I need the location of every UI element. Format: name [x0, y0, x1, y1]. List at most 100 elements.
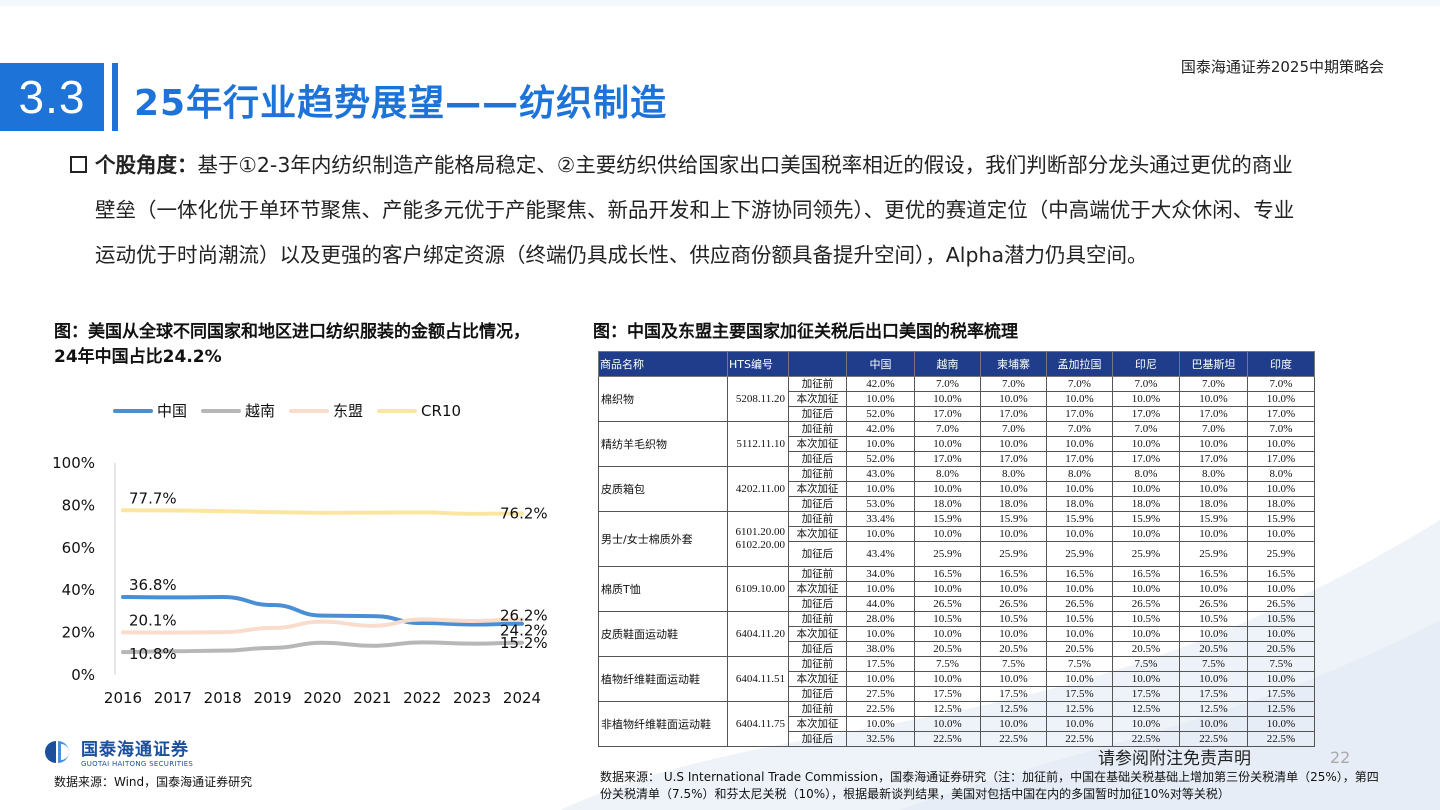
rate-cell: 17.0% — [980, 406, 1047, 422]
rate-cell: 10.0% — [914, 626, 981, 642]
rate-cell: 10.5% — [1247, 611, 1315, 627]
rate-cell: 10.0% — [1046, 716, 1113, 732]
rate-cell: 10.0% — [1179, 481, 1248, 497]
rate-cell: 10.0% — [1247, 391, 1315, 407]
y-tick-label: 40% — [62, 581, 95, 599]
rate-cell: 26.5% — [1046, 596, 1113, 612]
table-header-cell: 柬埔寨 — [980, 351, 1047, 377]
table-row: 本次加征 10.0% 10.0% 10.0% 10.0% 10.0% 10.0% 10.0% — [599, 481, 1315, 497]
stage-cell: 加征后 — [788, 731, 847, 747]
rate-cell: 28.0% — [846, 611, 915, 627]
table-row: 棉织物 5208.11.20 加征前 42.0% 7.0% 7.0% 7.0% 7.0% 7.0… — [598, 376, 1315, 422]
rate-cell: 10.0% — [980, 626, 1047, 642]
rate-cell: 17.0% — [1112, 451, 1180, 467]
rate-cell: 10.0% — [846, 671, 915, 687]
rate-cell: 52.0% — [846, 406, 915, 422]
rate-cell: 7.0% — [1179, 376, 1248, 392]
table-row: 皮质箱包 4202.11.00 加征前 43.0% 8.0% 8.0% 8.0% 8.0% 8.… — [598, 466, 1315, 512]
rate-cell: 26.5% — [1112, 596, 1180, 612]
rate-cell: 20.5% — [1247, 641, 1315, 657]
rate-cell: 10.0% — [1247, 626, 1315, 642]
rate-cell: 16.5% — [1112, 566, 1180, 582]
rate-cell: 7.0% — [1247, 421, 1315, 437]
rate-cell: 10.0% — [1112, 626, 1180, 642]
rate-cell: 10.0% — [1112, 481, 1180, 497]
rate-cell: 12.5% — [914, 701, 981, 717]
rate-cell: 12.5% — [1112, 701, 1180, 717]
company-logo: 国泰海通证券 GUOTAI HAITONG SECURITIES — [43, 735, 193, 768]
top-band — [0, 0, 1440, 6]
rate-cell: 25.9% — [914, 541, 981, 567]
rate-cell: 8.0% — [1247, 466, 1315, 482]
legend-label: 中国 — [157, 402, 188, 420]
legend-item-2: 东盟 — [289, 400, 363, 421]
x-tick-label: 2021 — [353, 689, 391, 707]
hts-code: 5208.11.20 — [735, 392, 785, 405]
table-row: 本次加征 10.0% 10.0% 10.0% 10.0% 10.0% 10.0% 10.0% — [599, 671, 1315, 687]
rate-cell: 10.0% — [914, 436, 981, 452]
rate-cell: 7.0% — [914, 421, 981, 437]
stage-cell: 加征前 — [788, 701, 847, 717]
product-name-cell: 棉织物 — [598, 376, 728, 422]
data-label: 24.2% — [500, 622, 548, 640]
rate-cell: 42.0% — [846, 421, 915, 437]
table-header-cell: 中国 — [846, 351, 915, 377]
rate-cell: 27.5% — [846, 686, 915, 702]
rate-cell: 7.0% — [914, 376, 981, 392]
rate-cell: 10.0% — [846, 391, 915, 407]
rate-cell: 17.0% — [914, 406, 981, 422]
product-name-cell: 植物纤维鞋面运动鞋 — [598, 656, 728, 702]
table-row: 棉质T恤 6109.10.00 加征前 34.0% 16.5% 16.5% 16.5% 16.… — [598, 566, 1315, 612]
rate-cell: 15.9% — [1179, 511, 1248, 527]
legend-swatch — [377, 408, 418, 413]
hts-code: 6101.20.00 — [735, 526, 786, 538]
rate-cell: 17.5% — [846, 656, 915, 672]
rate-cell: 10.0% — [1247, 581, 1315, 597]
rate-cell: 10.0% — [1179, 581, 1248, 597]
stage-cell: 加征前 — [788, 511, 847, 527]
product-name-cell: 精纺羊毛织物 — [598, 421, 728, 467]
stage-cell: 加征后 — [788, 596, 847, 612]
rate-cell: 25.9% — [1179, 541, 1248, 567]
table-row: 植物纤维鞋面运动鞋 6404.11.51 加征前 17.5% 7.5% 7.5% 7.5% 7… — [598, 656, 1315, 702]
y-tick-label: 60% — [62, 539, 95, 557]
rate-cell: 7.5% — [1046, 656, 1113, 672]
stage-cell: 加征后 — [788, 641, 847, 657]
rate-cell: 7.5% — [980, 656, 1047, 672]
rate-cell: 17.0% — [1247, 451, 1315, 467]
y-tick-label: 0% — [71, 666, 95, 684]
rate-cell: 7.5% — [1247, 656, 1315, 672]
rate-cell: 16.5% — [980, 566, 1047, 582]
rate-cell: 18.0% — [1112, 496, 1180, 512]
table-row: 非植物纤维鞋面运动鞋 6404.11.75 加征前 22.5% 12.5% 12.5% 12… — [598, 701, 1315, 747]
stage-cell: 加征后 — [788, 541, 847, 567]
rate-cell: 17.5% — [980, 686, 1047, 702]
rate-cell: 10.0% — [914, 581, 981, 597]
series-line-3 — [121, 508, 524, 516]
rate-cell: 10.0% — [846, 716, 915, 732]
rate-cell: 34.0% — [846, 566, 915, 582]
rate-cell: 10.0% — [1247, 436, 1315, 452]
rate-cell: 10.5% — [980, 611, 1047, 627]
series-line-0 — [121, 594, 524, 627]
table-header-cell — [788, 351, 847, 377]
rate-cell: 26.5% — [914, 596, 981, 612]
stage-cell: 加征前 — [788, 421, 847, 437]
table-row: 本次加征 10.0% 10.0% 10.0% 10.0% 10.0% 10.0% 10.0% — [599, 581, 1315, 597]
rate-cell: 10.0% — [914, 671, 981, 687]
rate-cell: 10.0% — [914, 481, 981, 497]
disclaimer-link[interactable]: 请参阅附注免责声明 — [1098, 749, 1251, 769]
legend-swatch — [113, 408, 153, 413]
rate-cell: 7.5% — [1179, 656, 1248, 672]
rate-cell: 10.0% — [980, 481, 1047, 497]
rate-cell: 53.0% — [846, 496, 915, 512]
table-header-cell: 巴基斯坦 — [1179, 351, 1248, 377]
rate-cell: 52.0% — [846, 451, 915, 467]
data-label: 76.2% — [500, 504, 548, 522]
rate-cell: 22.5% — [914, 731, 981, 747]
stage-cell: 加征后 — [788, 406, 847, 422]
stage-cell: 加征前 — [788, 566, 847, 582]
rate-cell: 7.0% — [1247, 376, 1315, 392]
product-name-cell: 男士/女士棉质外套 — [598, 511, 728, 567]
rate-cell: 20.5% — [1179, 641, 1248, 657]
